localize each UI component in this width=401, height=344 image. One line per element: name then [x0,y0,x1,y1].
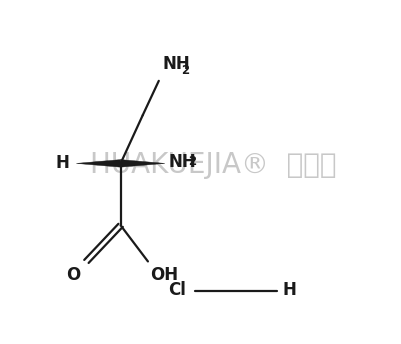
Text: O: O [66,266,80,283]
Text: NH: NH [168,153,196,171]
Text: H: H [55,154,69,172]
Text: Cl: Cl [168,281,185,299]
Text: OH: OH [150,266,178,283]
Text: 2: 2 [188,155,196,168]
Polygon shape [120,160,164,167]
Text: H: H [282,281,296,299]
Text: 2: 2 [181,64,189,77]
Text: HUAKUEJIA®  化学加: HUAKUEJIA® 化学加 [89,151,336,179]
Text: NH: NH [162,55,189,73]
Polygon shape [76,160,120,167]
